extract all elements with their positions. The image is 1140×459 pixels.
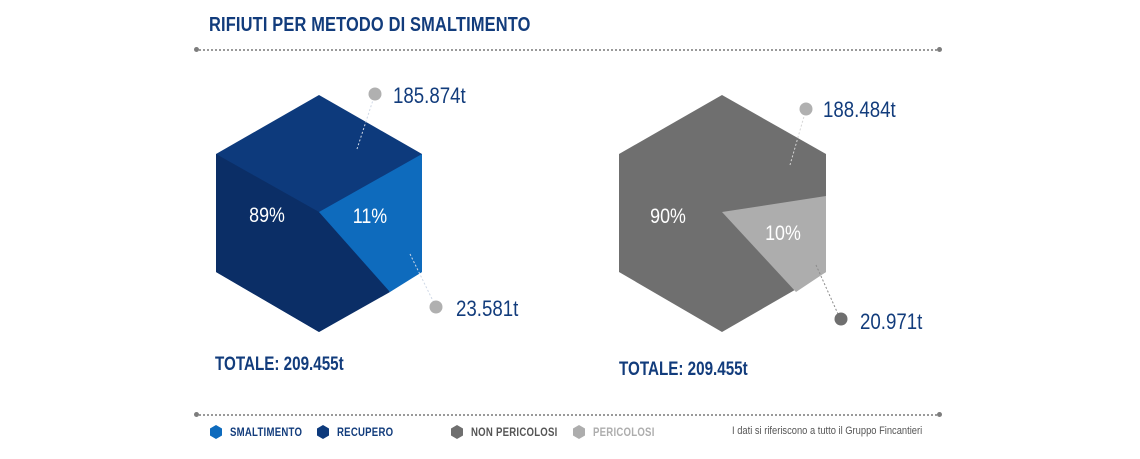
charts-canvas: 89% 11% 185.874t 23.581t 90% 10% 188.484… — [216, 85, 923, 334]
leader-line-smaltimento — [409, 253, 435, 304]
legend-item-recupero: RECUPERO — [317, 424, 407, 440]
value-label-recupero: 185.874t — [393, 85, 466, 109]
slice-pericolosi — [722, 196, 826, 292]
total-label-right: TOTALE: 209.455t — [619, 359, 748, 380]
value-label-pericolosi: 20.971t — [860, 311, 923, 335]
top-divider — [194, 47, 942, 52]
value-label-smaltimento: 23.581t — [456, 298, 519, 322]
legend-item-non-pericolosi: NON PERICOLOSI — [451, 424, 579, 440]
legend-swatch-recupero — [317, 425, 329, 439]
hex-chart-recupero-smaltimento: 89% 11% 185.874t 23.581t — [216, 85, 519, 332]
footnote: I dati si riferiscono a tutto il Gruppo … — [732, 425, 923, 437]
percent-label-pericolosi: 10% — [765, 222, 801, 246]
legend-label-pericolosi: PERICOLOSI — [593, 425, 655, 439]
leader-line-recupero — [356, 96, 375, 150]
legend-label-non-pericolosi: NON PERICOLOSI — [471, 425, 558, 439]
legend-label-recupero: RECUPERO — [337, 425, 394, 439]
legend-swatch-pericolosi — [573, 425, 585, 439]
slice-non-pericolosi — [619, 95, 826, 332]
leader-dot-non-pericolosi — [799, 102, 813, 116]
percent-label-smaltimento: 11% — [353, 205, 387, 229]
hex-chart-pericolosita: 90% 10% 188.484t 20.971t — [619, 95, 923, 334]
legend-label-smaltimento: SMALTIMENTO — [230, 425, 303, 439]
leader-line-non-pericolosi — [789, 112, 806, 166]
legend-swatch-non-pericolosi — [451, 425, 463, 439]
bottom-divider — [194, 412, 942, 417]
legend-swatch-smaltimento — [210, 425, 222, 439]
leader-dot-smaltimento — [429, 300, 443, 314]
legend-item-pericolosi: PERICOLOSI — [573, 424, 670, 440]
total-label-left: TOTALE: 209.455t — [215, 354, 344, 375]
slice-recupero-shade-bottom — [319, 212, 390, 332]
slice-recupero-shade-left — [216, 154, 319, 332]
leader-line-pericolosi — [815, 264, 839, 315]
percent-label-recupero: 89% — [249, 204, 285, 228]
legend-item-smaltimento: SMALTIMENTO — [210, 424, 320, 440]
leader-dot-pericolosi — [834, 312, 848, 326]
value-label-non-pericolosi: 188.484t — [823, 99, 896, 123]
leader-dot-recupero — [368, 87, 382, 101]
percent-label-non-pericolosi: 90% — [650, 205, 686, 229]
chart-title: RIFIUTI PER METODO DI SMALTIMENTO — [209, 14, 531, 36]
slice-smaltimento — [319, 154, 422, 292]
